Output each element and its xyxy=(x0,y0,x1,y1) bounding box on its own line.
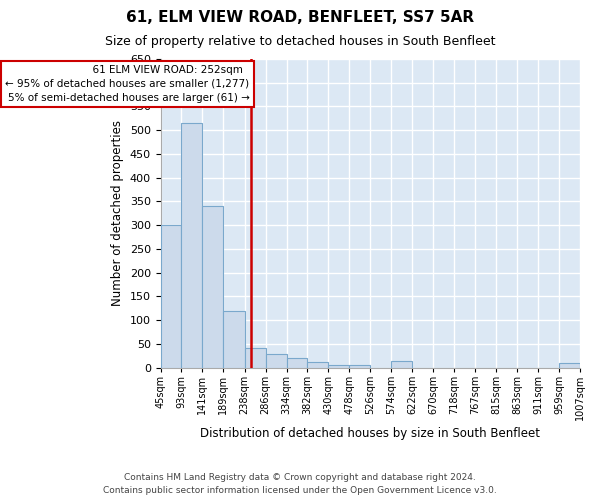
Text: 61 ELM VIEW ROAD: 252sqm  
← 95% of detached houses are smaller (1,277)
5% of se: 61 ELM VIEW ROAD: 252sqm ← 95% of detach… xyxy=(5,64,250,102)
Bar xyxy=(245,348,266,368)
Bar xyxy=(202,206,223,368)
Bar xyxy=(223,310,245,368)
Bar xyxy=(307,362,328,368)
Text: Contains HM Land Registry data © Crown copyright and database right 2024.
Contai: Contains HM Land Registry data © Crown c… xyxy=(103,473,497,495)
Bar xyxy=(287,358,307,368)
Text: 61, ELM VIEW ROAD, BENFLEET, SS7 5AR: 61, ELM VIEW ROAD, BENFLEET, SS7 5AR xyxy=(126,10,474,25)
Y-axis label: Number of detached properties: Number of detached properties xyxy=(111,120,124,306)
Text: Size of property relative to detached houses in South Benfleet: Size of property relative to detached ho… xyxy=(105,35,495,48)
Bar xyxy=(328,366,349,368)
Bar xyxy=(349,366,370,368)
X-axis label: Distribution of detached houses by size in South Benfleet: Distribution of detached houses by size … xyxy=(200,427,540,440)
Bar xyxy=(181,123,202,368)
Bar xyxy=(391,360,412,368)
Bar xyxy=(161,225,181,368)
Bar xyxy=(266,354,287,368)
Bar xyxy=(559,363,580,368)
